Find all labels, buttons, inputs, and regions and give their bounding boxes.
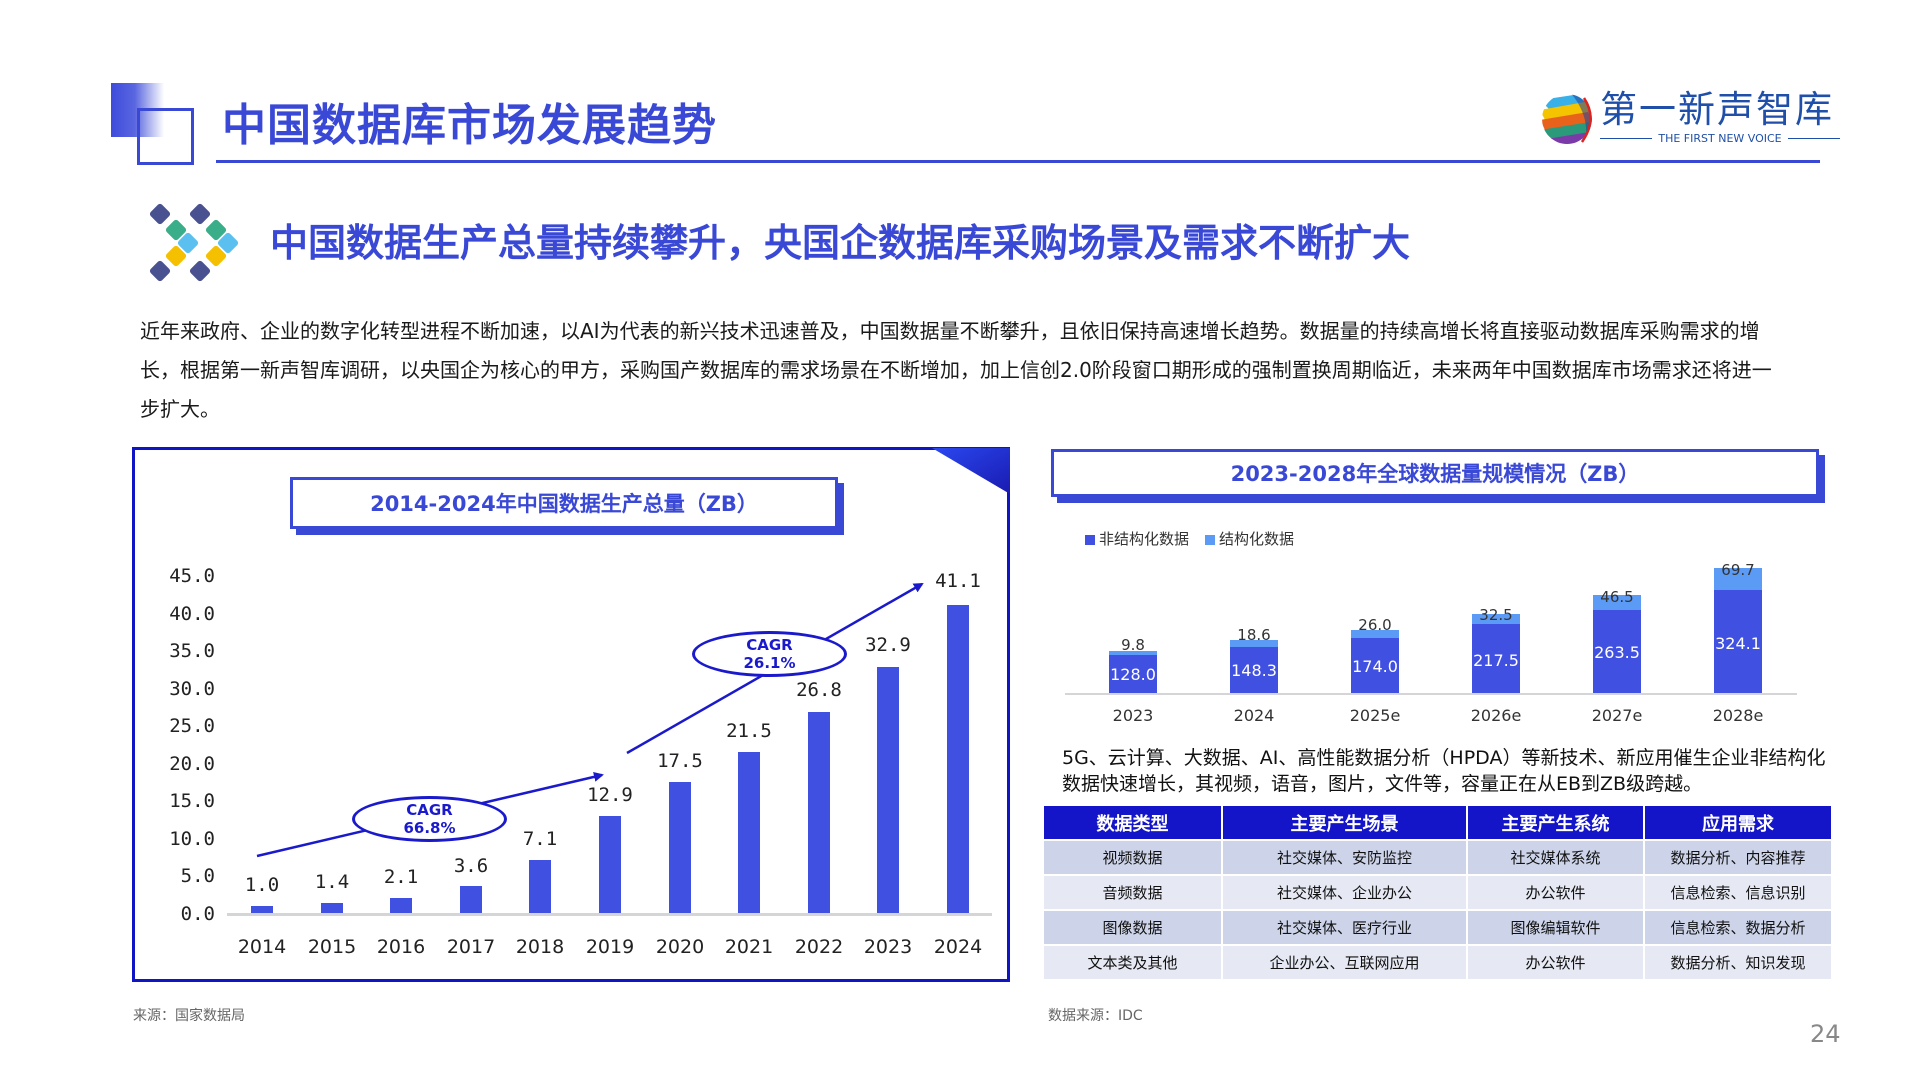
value-label-unstructured: 128.0 xyxy=(1110,665,1156,684)
page-title: 中国数据库市场发展趋势 xyxy=(222,100,717,151)
table-cell: 社交媒体、医疗行业 xyxy=(1223,911,1466,944)
table-cell: 图像数据 xyxy=(1044,911,1221,944)
table-row: 文本类及其他 企业办公、互联网应用 办公软件 数据分析、知识发现 xyxy=(1044,946,1831,979)
section-subtitle: 中国数据生产总量持续攀升，央国企数据库采购场景及需求不断扩大 xyxy=(270,221,1411,265)
table-cell: 社交媒体、安防监控 xyxy=(1223,841,1466,874)
value-label-unstructured: 174.0 xyxy=(1352,657,1398,676)
chart-legend: 非结构化数据 结构化数据 xyxy=(1085,528,1294,549)
left-chart-title: 2014-2024年中国数据生产总量（ZB） xyxy=(290,477,838,529)
brand-logo: 第一新声智库 THE FIRST NEW VOICE xyxy=(1540,88,1840,148)
value-label-structured: 9.8 xyxy=(1121,636,1145,654)
data-type-table: 数据类型 主要产生场景 主要产生系统 应用需求 视频数据 社交媒体、安防监控 社… xyxy=(1044,806,1831,981)
x-tick: 2028e xyxy=(1712,706,1764,725)
right-chart-note: 5G、云计算、大数据、AI、高性能数据分析（HPDA）等新技术、新应用催生企业非… xyxy=(1062,747,1826,795)
logo-text-en: THE FIRST NEW VOICE xyxy=(1600,132,1840,145)
x-tick: 2027e xyxy=(1591,706,1643,725)
table-cell: 视频数据 xyxy=(1044,841,1221,874)
bar-structured-2028e xyxy=(1714,568,1762,590)
x-axis-line xyxy=(1065,693,1797,695)
bar-structured-2027e xyxy=(1593,595,1641,610)
corner-triangle-decoration xyxy=(932,448,1010,494)
legend-unstructured: 非结构化数据 xyxy=(1085,528,1189,549)
value-label-structured: 69.7 xyxy=(1721,561,1755,579)
value-label-structured: 18.6 xyxy=(1237,626,1271,644)
table-cell: 图像编辑软件 xyxy=(1468,911,1643,944)
bar-structured-2024 xyxy=(1230,640,1278,647)
table-cell: 信息检索、信息识别 xyxy=(1645,876,1831,909)
bar-structured-2025e xyxy=(1351,630,1399,638)
right-chart-title: 2023-2028年全球数据量规模情况（ZB） xyxy=(1051,449,1819,497)
table-cell: 数据分析、知识发现 xyxy=(1645,946,1831,979)
bar-unstructured-2026e xyxy=(1472,624,1520,693)
bar-unstructured-2024 xyxy=(1230,647,1278,693)
table-row: 视频数据 社交媒体、安防监控 社交媒体系统 数据分析、内容推荐 xyxy=(1044,841,1831,874)
bar-unstructured-2028e xyxy=(1714,590,1762,693)
x-tick: 2023 xyxy=(1112,706,1154,725)
bar-unstructured-2025e xyxy=(1351,638,1399,693)
table-cell: 信息检索、数据分析 xyxy=(1645,911,1831,944)
table-row: 音频数据 社交媒体、企业办公 办公软件 信息检索、信息识别 xyxy=(1044,876,1831,909)
left-chart-source: 来源：国家数据局 xyxy=(133,1008,245,1024)
intro-paragraph: 近年来政府、企业的数字化转型进程不断加速，以AI为代表的新兴技术迅速普及，中国数… xyxy=(140,319,1772,421)
table-row: 图像数据 社交媒体、医疗行业 图像编辑软件 信息检索、数据分析 xyxy=(1044,911,1831,944)
table-cell: 办公软件 xyxy=(1468,946,1643,979)
table-cell: 社交媒体系统 xyxy=(1468,841,1643,874)
legend-structured: 结构化数据 xyxy=(1205,528,1294,549)
bar-structured-2026e xyxy=(1472,614,1520,624)
bar-unstructured-2027e xyxy=(1593,610,1641,693)
table-header-row: 数据类型 主要产生场景 主要产生系统 应用需求 xyxy=(1044,806,1831,839)
x-tick: 2025e xyxy=(1349,706,1401,725)
table-cell: 办公软件 xyxy=(1468,876,1643,909)
diamond-grid-icon xyxy=(149,203,239,282)
table-header-cell: 主要产生系统 xyxy=(1468,806,1643,839)
value-label-unstructured: 217.5 xyxy=(1473,651,1519,670)
table-header-cell: 应用需求 xyxy=(1645,806,1831,839)
value-label-unstructured: 263.5 xyxy=(1594,643,1640,662)
table-cell: 社交媒体、企业办公 xyxy=(1223,876,1466,909)
value-label-structured: 32.5 xyxy=(1479,606,1513,624)
logo-text-cn: 第一新声智库 xyxy=(1600,88,1834,131)
table-header-cell: 主要产生场景 xyxy=(1223,806,1466,839)
table-cell: 数据分析、内容推荐 xyxy=(1645,841,1831,874)
title-underline xyxy=(216,160,1820,163)
table-cell: 企业办公、互联网应用 xyxy=(1223,946,1466,979)
x-tick: 2026e xyxy=(1470,706,1522,725)
bar-structured-2023 xyxy=(1109,651,1157,655)
right-chart-source: 数据来源：IDC xyxy=(1048,1008,1143,1024)
globe-logo-icon xyxy=(1542,94,1592,144)
table-cell: 文本类及其他 xyxy=(1044,946,1221,979)
value-label-structured: 26.0 xyxy=(1358,616,1392,634)
value-label-structured: 46.5 xyxy=(1600,588,1634,606)
page-number: 24 xyxy=(1810,1020,1841,1048)
value-label-unstructured: 324.1 xyxy=(1715,634,1761,653)
left-chart-panel xyxy=(132,447,1010,982)
value-label-unstructured: 148.3 xyxy=(1231,661,1277,680)
table-header-cell: 数据类型 xyxy=(1044,806,1221,839)
bar-unstructured-2023 xyxy=(1109,655,1157,693)
header-decoration-frame xyxy=(137,108,194,165)
table-cell: 音频数据 xyxy=(1044,876,1221,909)
x-tick: 2024 xyxy=(1233,706,1275,725)
